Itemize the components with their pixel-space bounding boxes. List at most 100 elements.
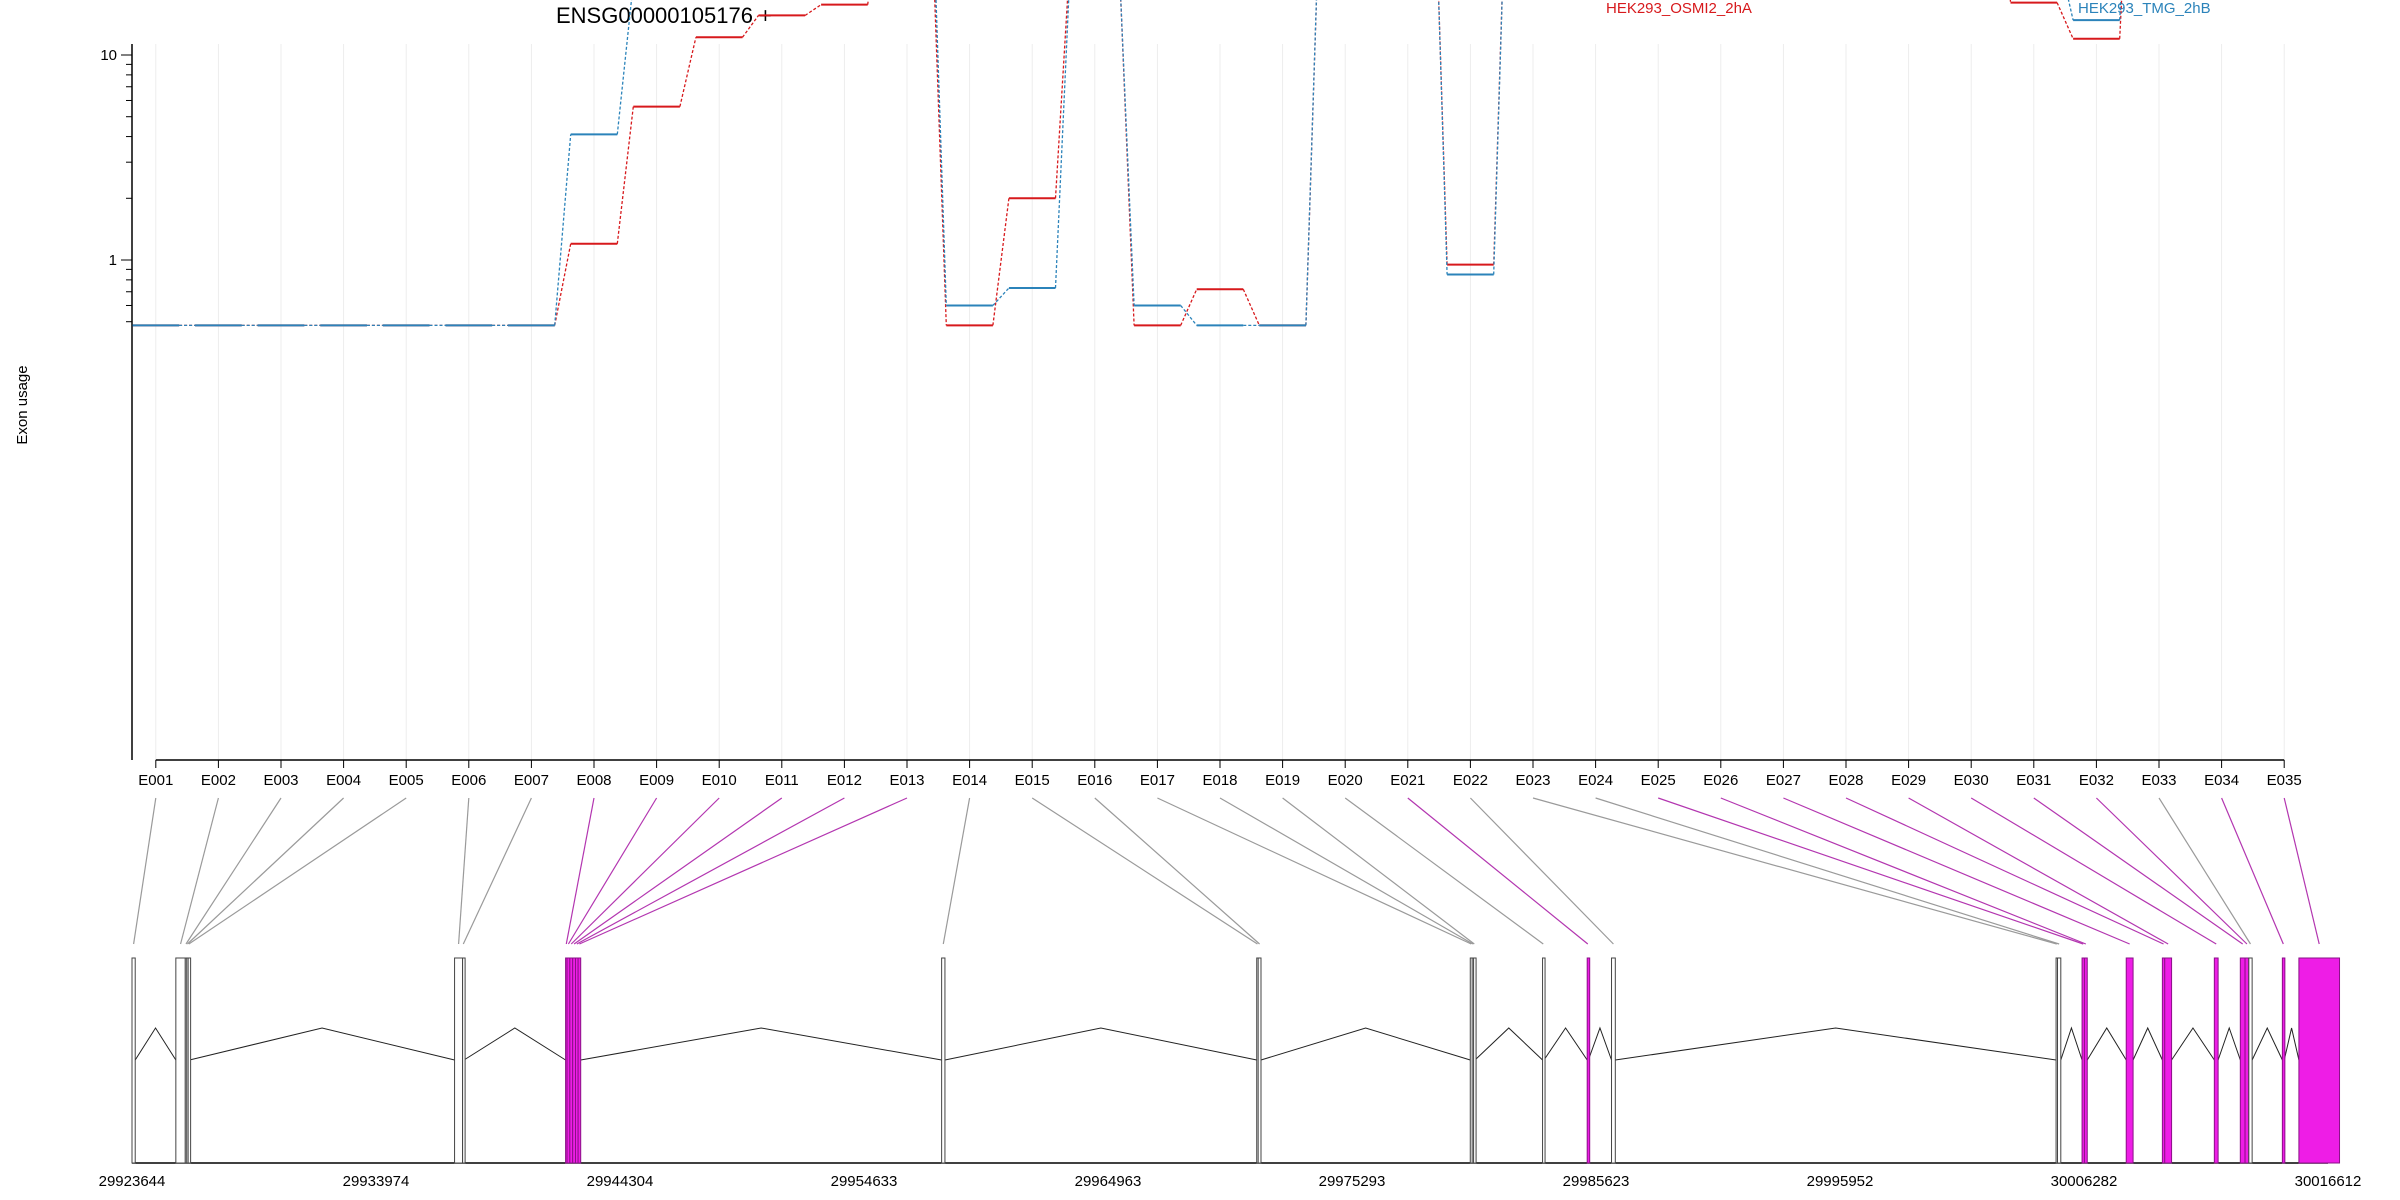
connector-e010 — [570, 797, 720, 945]
connector-e014 — [942, 797, 971, 945]
connector-e026 — [1720, 797, 2087, 945]
step-connector — [616, 106, 634, 244]
step-connector — [1305, 0, 1318, 326]
connector-e034 — [2221, 797, 2284, 945]
connector-e015 — [1031, 797, 1258, 945]
x-tick-label: E021 — [1390, 772, 1425, 789]
step-connector — [1305, 0, 1318, 326]
coord-label: 29923644 — [99, 1173, 166, 1190]
y-tick-label: 1 — [109, 252, 117, 269]
grid-lines — [155, 44, 2285, 760]
coord-label: 30006282 — [2051, 1173, 2118, 1190]
exon-connectors — [133, 797, 2320, 945]
coord-label: 29954633 — [831, 1173, 898, 1190]
exon-e002 — [175, 957, 186, 1164]
x-tick-label: E018 — [1202, 772, 1237, 789]
step-connector — [1493, 0, 1503, 275]
legend-entry-tmg: HEK293_TMG_2hB — [2078, 0, 2211, 17]
step-connector — [992, 287, 1010, 306]
x-tick-label: E025 — [1641, 772, 1676, 789]
series-tmg — [132, 0, 2122, 327]
exon-e029 — [2164, 957, 2173, 1164]
intron — [1615, 1027, 2057, 1061]
exon-e021 — [1586, 957, 1591, 1164]
connector-e022 — [1469, 797, 1614, 945]
y-axis-label: Exon usage — [14, 365, 31, 444]
x-tick-label: E005 — [389, 772, 424, 789]
connector-e032 — [2095, 797, 2248, 945]
step-connector — [992, 198, 1010, 326]
intron — [944, 1027, 1257, 1061]
exon-e031 — [2239, 957, 2246, 1164]
y-tick-label: 10 — [100, 47, 117, 64]
intron — [2060, 1026, 2083, 1061]
x-tick-label: E026 — [1703, 772, 1738, 789]
exon-e014 — [941, 957, 946, 1164]
gene-model — [131, 957, 2341, 1164]
x-tick-label: E014 — [952, 772, 987, 789]
x-tick-label: E029 — [1891, 772, 1926, 789]
x-tick-label: E011 — [765, 772, 799, 789]
intron — [1543, 1027, 1588, 1061]
x-tick-label: E027 — [1766, 772, 1801, 789]
legend-entry-osmi2: HEK293_OSMI2_2hA — [1606, 0, 1752, 17]
connector-e017 — [1157, 797, 1472, 945]
step-connector — [679, 37, 697, 107]
x-tick-label: E023 — [1515, 772, 1550, 789]
x-tick-label: E010 — [702, 772, 737, 789]
x-tick-label: E008 — [576, 772, 611, 789]
x-tick-label: E024 — [1578, 772, 1613, 789]
connector-e020 — [1344, 797, 1544, 945]
x-tick-label: E030 — [1954, 772, 1989, 789]
connector-e021 — [1407, 797, 1589, 945]
connector-e031 — [2033, 797, 2244, 945]
intron — [189, 1027, 455, 1061]
connector-e018 — [1219, 797, 1474, 945]
connector-e023 — [1532, 797, 2057, 945]
x-tick-label: E035 — [2267, 772, 2302, 789]
chart-title: ENSG00000105176 + — [556, 3, 772, 28]
step-connector — [741, 15, 760, 38]
exon-e001 — [131, 957, 136, 1164]
x-tick-label: E004 — [326, 772, 361, 789]
step-connector — [2009, 0, 2012, 3]
connector-e001 — [133, 797, 157, 945]
connector-e008 — [565, 797, 595, 945]
x-tick-label: E009 — [639, 772, 674, 789]
connector-e004 — [187, 797, 345, 945]
x-tick-label: E031 — [2016, 772, 2051, 789]
x-tick-label: E012 — [827, 772, 862, 789]
exon-e035 — [2298, 957, 2341, 1164]
x-tick-label: E006 — [451, 772, 486, 789]
connector-e005 — [188, 797, 407, 945]
coord-label: 29985623 — [1563, 1173, 1630, 1190]
exon-e007 — [462, 957, 466, 1164]
exon-e013 — [577, 957, 582, 1164]
exon-e022 — [1611, 957, 1616, 1164]
intron — [463, 1027, 566, 1061]
step-connector — [1493, 0, 1503, 265]
plot-axes — [131, 44, 2285, 761]
x-tick-label: E013 — [889, 772, 924, 789]
coord-label: 29995952 — [1807, 1173, 1874, 1190]
exon-e030 — [2213, 957, 2219, 1164]
step-connector — [1438, 0, 1448, 265]
intron — [2171, 1027, 2215, 1061]
exon-e006 — [454, 957, 464, 1164]
coord-label: 29944304 — [587, 1173, 654, 1190]
exon-e032 — [2244, 957, 2250, 1164]
connector-e007 — [462, 797, 532, 945]
step-connector — [867, 0, 869, 5]
exon-e019 — [1473, 957, 1477, 1164]
x-tick-label: E022 — [1453, 772, 1488, 789]
intron — [1587, 1026, 1612, 1061]
coord-label: 30016612 — [2295, 1173, 2362, 1190]
connector-e024 — [1595, 797, 2060, 945]
step-connector — [2056, 2, 2074, 40]
connector-e025 — [1658, 797, 2084, 945]
intron — [580, 1027, 942, 1061]
connector-e035 — [2283, 797, 2320, 945]
step-connector — [1054, 0, 1069, 199]
genomic-coordinates: 29923644 29933974 29944304 29954633 29964963… — [99, 1173, 2362, 1190]
